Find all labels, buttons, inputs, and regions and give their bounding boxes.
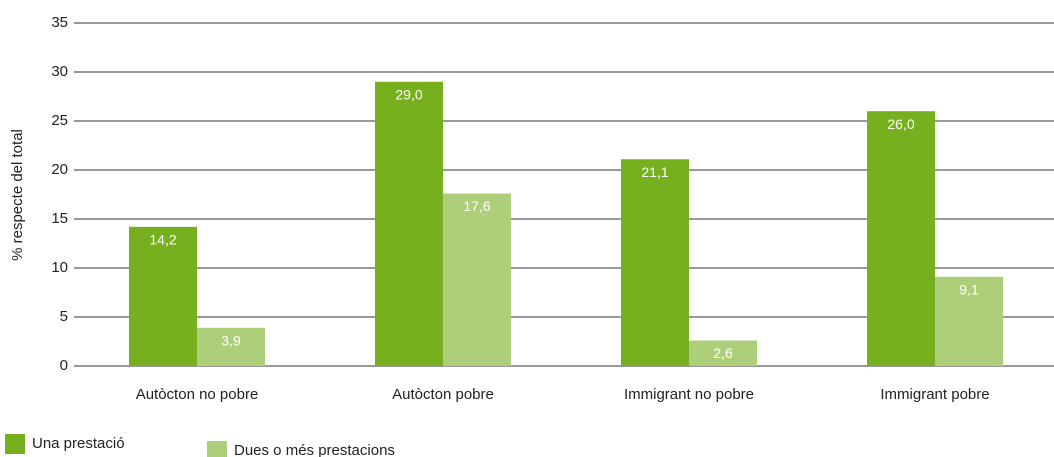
x-tick-label: Autòcton pobre	[392, 386, 494, 403]
y-tick-label: 15	[51, 210, 68, 227]
bar	[689, 340, 757, 366]
legend-swatch	[207, 441, 227, 457]
value-label: 2,6	[713, 345, 733, 361]
y-tick-label: 5	[60, 308, 68, 325]
bar	[129, 226, 197, 366]
x-tick-label: Autòcton no pobre	[136, 386, 259, 403]
value-label: 14,2	[149, 232, 176, 248]
bar	[197, 327, 265, 366]
y-tick-label: 25	[51, 112, 68, 129]
bar	[375, 81, 443, 367]
value-label: 9,1	[959, 282, 979, 298]
value-label: 21,1	[641, 164, 668, 180]
value-label: 17,6	[463, 198, 490, 214]
y-axis-label: % respecte del total	[9, 129, 26, 261]
value-label: 29,0	[395, 87, 422, 103]
x-tick-label: Immigrant no pobre	[624, 386, 754, 403]
value-label: 26,0	[887, 116, 914, 132]
bar	[867, 111, 935, 366]
legend-swatch	[5, 434, 25, 454]
value-label: 3,9	[221, 332, 241, 348]
bar	[443, 193, 511, 366]
y-tick-label: 10	[51, 259, 68, 276]
y-tick-label: 30	[51, 63, 68, 80]
bar	[621, 159, 689, 366]
y-tick-label: 20	[51, 161, 68, 178]
bar	[935, 276, 1003, 366]
x-tick-label: Immigrant pobre	[880, 386, 989, 403]
legend-label: Una prestació	[32, 435, 125, 452]
y-tick-label: 35	[51, 14, 68, 31]
y-tick-label: 0	[60, 357, 68, 374]
legend-label: Dues o més prestacions	[234, 442, 395, 457]
